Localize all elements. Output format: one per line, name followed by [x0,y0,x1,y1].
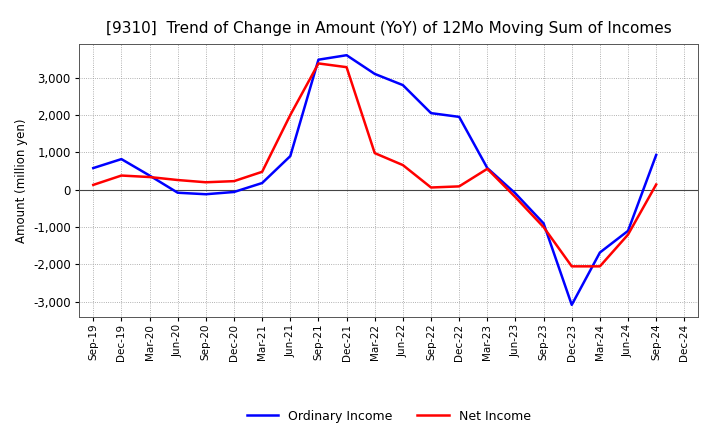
Ordinary Income [230,189,238,194]
Legend: Ordinary Income, Net Income: Ordinary Income, Net Income [242,405,536,428]
Line: Ordinary Income: Ordinary Income [94,55,656,305]
Net Income [427,185,436,190]
Net Income [145,174,154,180]
Ordinary Income [145,173,154,178]
Ordinary Income [567,302,576,308]
Y-axis label: Amount (million yen): Amount (million yen) [14,118,27,242]
Ordinary Income [511,191,520,196]
Net Income [202,180,210,185]
Ordinary Income [258,180,266,186]
Net Income [230,179,238,184]
Ordinary Income [427,110,436,116]
Ordinary Income [624,228,632,234]
Net Income [455,184,464,189]
Net Income [483,166,492,172]
Line: Net Income: Net Income [94,63,656,266]
Ordinary Income [202,191,210,197]
Net Income [652,182,660,187]
Ordinary Income [399,82,408,88]
Net Income [370,150,379,156]
Net Income [624,232,632,237]
Net Income [595,264,604,269]
Ordinary Income [342,52,351,58]
Net Income [399,162,408,168]
Ordinary Income [314,57,323,62]
Ordinary Income [652,152,660,158]
Net Income [286,112,294,117]
Ordinary Income [370,71,379,77]
Net Income [539,224,548,230]
Ordinary Income [455,114,464,120]
Net Income [117,173,126,178]
Net Income [174,177,182,183]
Net Income [342,65,351,70]
Ordinary Income [595,250,604,255]
Ordinary Income [483,165,492,171]
Net Income [89,182,98,187]
Net Income [258,169,266,174]
Net Income [511,194,520,200]
Net Income [314,61,323,66]
Ordinary Income [117,157,126,162]
Net Income [567,264,576,269]
Ordinary Income [539,221,548,226]
Ordinary Income [89,165,98,171]
Title: [9310]  Trend of Change in Amount (YoY) of 12Mo Moving Sum of Incomes: [9310] Trend of Change in Amount (YoY) o… [106,21,672,36]
Ordinary Income [174,190,182,195]
Ordinary Income [286,154,294,159]
